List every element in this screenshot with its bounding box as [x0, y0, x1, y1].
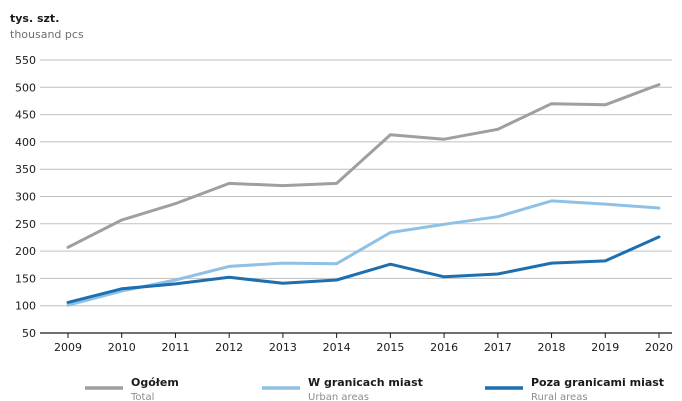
y-tick-label: 450	[15, 109, 36, 122]
x-tick-label: 2012	[215, 341, 243, 354]
x-tick-label: 2018	[538, 341, 566, 354]
y-tick-label: 250	[15, 218, 36, 231]
y-tick-label: 350	[15, 163, 36, 176]
y-axis-title-english: thousand pcs	[10, 28, 84, 41]
legend-label-english: Urban areas	[308, 392, 369, 401]
legend-label: Ogółem	[131, 376, 179, 389]
legend: Ogółem Total W granicach miast Urban areas P…	[85, 376, 664, 401]
series-lines	[66, 83, 661, 307]
y-tick-label: 300	[15, 191, 36, 204]
x-tick-label: 2016	[430, 341, 458, 354]
x-tick-label: 2017	[484, 341, 512, 354]
x-tick-label: 2010	[108, 341, 136, 354]
y-axis-title: tys. szt.	[10, 12, 59, 25]
y-tick-label: 500	[15, 81, 36, 94]
x-tick-label: 2015	[376, 341, 404, 354]
x-tick-label: 2020	[645, 341, 673, 354]
legend-label-english: Rural areas	[531, 392, 588, 401]
legend-label: W granicach miast	[308, 376, 423, 389]
y-tick-label: 150	[15, 272, 36, 285]
y-tick-label: 550	[15, 54, 36, 67]
y-tick-label: 200	[15, 245, 36, 258]
series-line-urban-areas	[66, 199, 661, 307]
x-tick-label: 2011	[161, 341, 189, 354]
x-tick-label: 2013	[269, 341, 297, 354]
y-tick-label: 50	[22, 327, 36, 340]
legend-label-english: Total	[130, 392, 154, 401]
y-tick-label: 100	[15, 300, 36, 313]
x-tick-label: 2009	[54, 341, 82, 354]
x-tick-label: 2014	[323, 341, 351, 354]
gridlines	[40, 59, 672, 334]
x-axis-ticks: 2009 2010 2011 2012 2013 2014 2015 2016 2017 2018…	[54, 333, 673, 354]
y-tick-label: 400	[15, 136, 36, 149]
legend-label: Poza granicami miast	[531, 376, 664, 389]
x-tick-label: 2019	[591, 341, 619, 354]
y-axis-ticks: 550 500 450 400 350 300 250 200 150 100 50	[15, 54, 36, 340]
series-line-rural-areas	[66, 235, 661, 304]
series-line-total	[66, 83, 661, 249]
